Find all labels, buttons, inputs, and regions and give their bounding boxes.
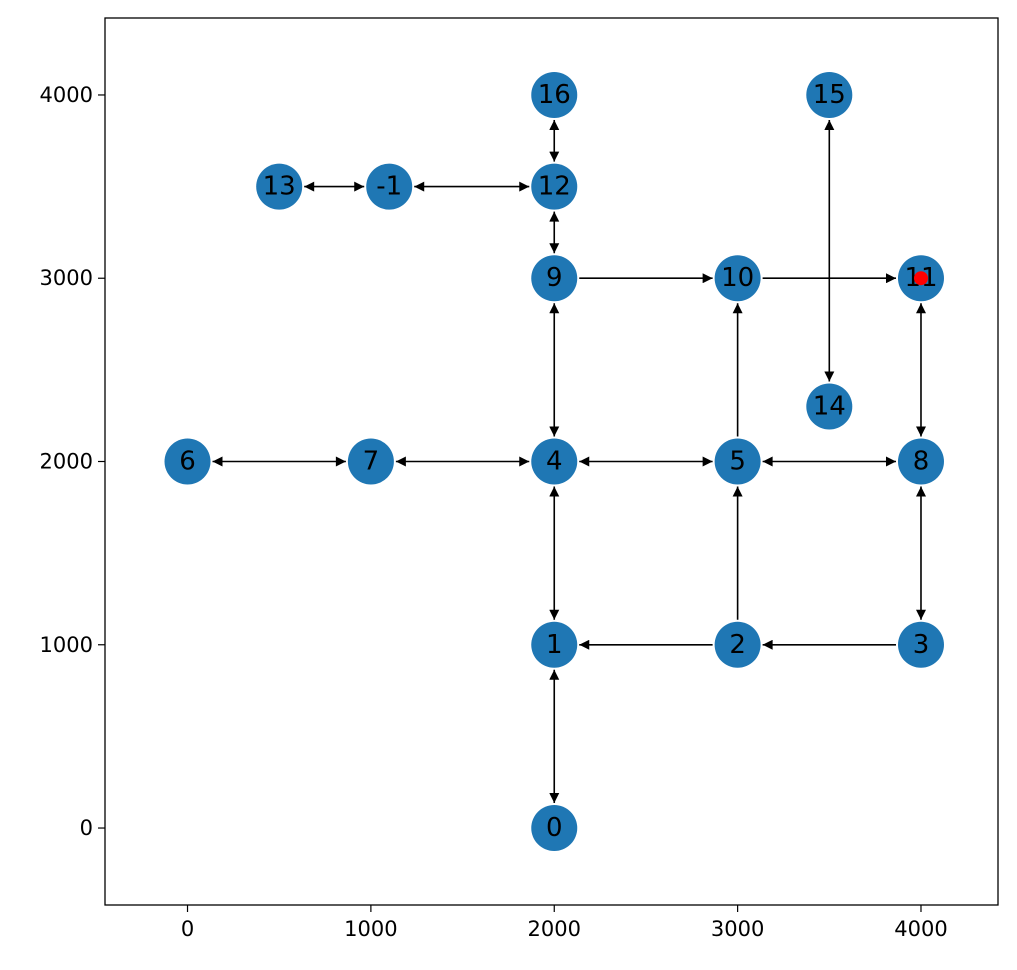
markers-layer [913, 271, 928, 286]
node-label: 13 [263, 172, 296, 202]
node-label: 7 [363, 447, 380, 477]
node-label: 0 [546, 813, 563, 843]
node-1: 1 [531, 621, 578, 668]
node-circle [531, 805, 578, 852]
node--1: -1 [366, 163, 413, 210]
node-label: 4 [546, 447, 563, 477]
node-12: 12 [531, 163, 578, 210]
node-circle [714, 438, 761, 485]
red-marker-point [913, 271, 928, 286]
node-label: 3 [913, 630, 930, 660]
y-axis: 0 1000 2000 3000 4000 [40, 83, 105, 840]
node-6: 6 [164, 438, 211, 485]
node-label: 5 [729, 447, 746, 477]
node-label: 2 [729, 630, 746, 660]
y-tick-label: 4000 [40, 83, 93, 107]
node-7: 7 [347, 438, 394, 485]
edges-layer [212, 119, 926, 804]
x-tick-label: 3000 [711, 917, 764, 941]
node-label: 1 [546, 630, 563, 660]
node-3: 3 [897, 621, 944, 668]
node-5: 5 [714, 438, 761, 485]
x-tick-label: 0 [181, 917, 194, 941]
node-2: 2 [714, 621, 761, 668]
node-8: 8 [897, 438, 944, 485]
node-label: 9 [546, 263, 563, 293]
x-tick-label: 2000 [528, 917, 581, 941]
node-4: 4 [531, 438, 578, 485]
node-circle [347, 438, 394, 485]
node-label: 14 [813, 392, 846, 422]
node-circle [897, 621, 944, 668]
node-circle [897, 438, 944, 485]
node-label: -1 [376, 172, 402, 202]
node-13: 13 [256, 163, 303, 210]
node-circle [531, 621, 578, 668]
node-circle [806, 383, 853, 430]
node-circle [531, 255, 578, 302]
y-tick-label: 2000 [40, 450, 93, 474]
node-circle [256, 163, 303, 210]
node-14: 14 [806, 383, 853, 430]
node-circle [531, 438, 578, 485]
node-label: 8 [913, 447, 930, 477]
node-circle [714, 255, 761, 302]
y-tick-label: 3000 [40, 266, 93, 290]
node-16: 16 [531, 71, 578, 118]
node-label: 12 [538, 172, 571, 202]
node-label: 16 [538, 80, 571, 110]
node-circle [531, 71, 578, 118]
x-tick-label: 1000 [344, 917, 397, 941]
x-tick-label: 4000 [894, 917, 947, 941]
node-circle [366, 163, 413, 210]
node-0: 0 [531, 805, 578, 852]
node-circle [714, 621, 761, 668]
node-circle [806, 71, 853, 118]
y-tick-label: 0 [80, 816, 93, 840]
x-axis: 0 1000 2000 3000 4000 [181, 905, 948, 941]
node-circle [531, 163, 578, 210]
node-label: 10 [721, 263, 754, 293]
node-label: 6 [179, 447, 196, 477]
node-9: 9 [531, 255, 578, 302]
node-circle [164, 438, 211, 485]
node-15: 15 [806, 71, 853, 118]
node-label: 15 [813, 80, 846, 110]
node-10: 10 [714, 255, 761, 302]
y-tick-label: 1000 [40, 633, 93, 657]
